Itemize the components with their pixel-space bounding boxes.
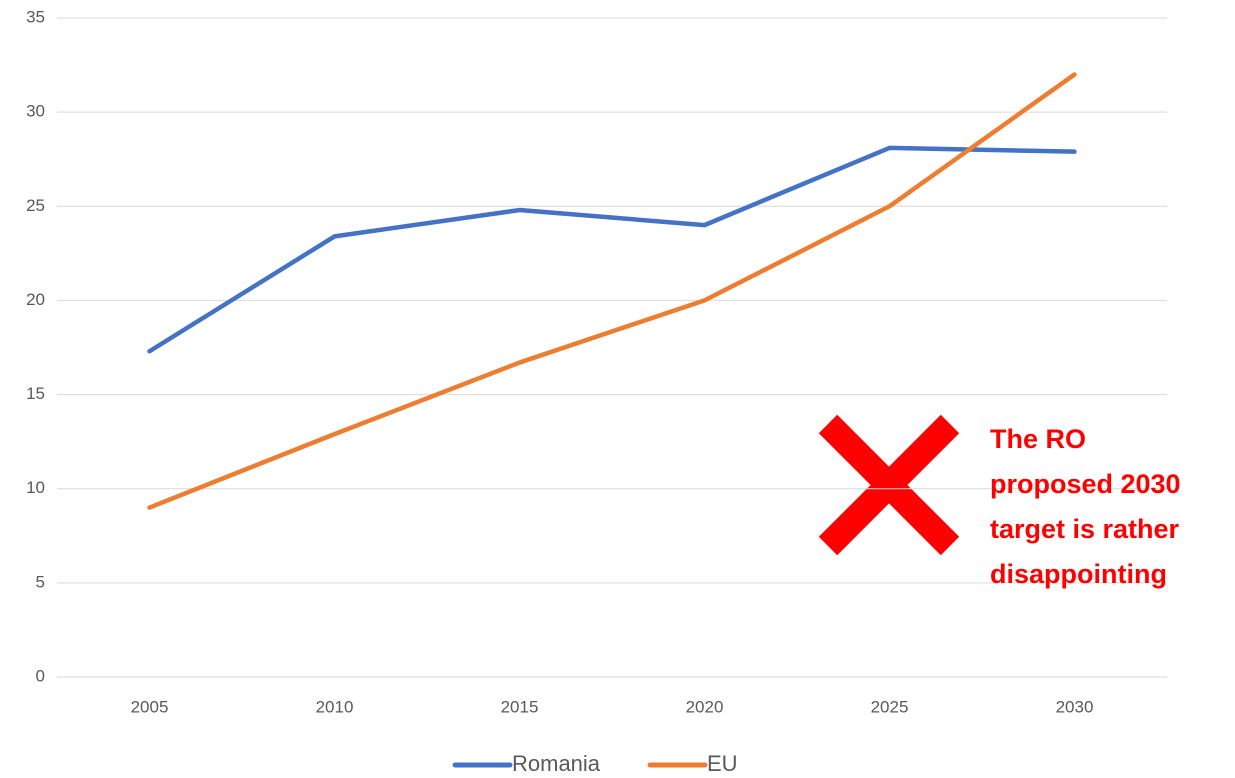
- series-line: [147, 72, 1077, 510]
- y-tick-label: 25: [26, 196, 45, 215]
- red-cross: [818, 414, 960, 556]
- x-tick-label: 2025: [871, 697, 909, 716]
- legend-label: Romania: [512, 751, 601, 776]
- annotation: The RO: [990, 424, 1086, 454]
- annotation: target is rather: [990, 514, 1180, 544]
- y-tick-label: 0: [36, 666, 45, 685]
- series-line: [147, 145, 1077, 354]
- y-tick-label: 30: [26, 102, 45, 121]
- x-tick-label: 2015: [501, 697, 539, 716]
- y-tick-label: 35: [26, 7, 45, 26]
- x-tick-label: 2010: [316, 697, 354, 716]
- y-tick-label: 10: [26, 478, 45, 497]
- annotation: proposed 2030: [990, 469, 1181, 499]
- x-tick-label: 2020: [686, 697, 724, 716]
- x-tick-label: 2030: [1056, 697, 1094, 716]
- y-tick-label: 15: [26, 384, 45, 403]
- legend-label: EU: [707, 751, 738, 776]
- y-tick-label: 5: [36, 572, 45, 591]
- y-tick-label: 20: [26, 290, 45, 309]
- annotation: disappointing: [990, 559, 1167, 589]
- x-tick-label: 2005: [131, 697, 169, 716]
